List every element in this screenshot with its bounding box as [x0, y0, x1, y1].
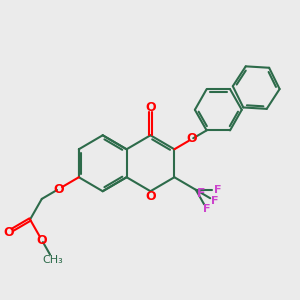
Text: O: O: [145, 190, 156, 203]
Text: CH₃: CH₃: [43, 255, 63, 265]
Text: O: O: [53, 183, 64, 196]
Text: F: F: [197, 187, 206, 200]
Text: F: F: [203, 204, 210, 214]
Text: O: O: [37, 234, 47, 247]
Text: O: O: [3, 226, 14, 239]
Text: O: O: [187, 133, 197, 146]
Text: O: O: [145, 101, 156, 114]
Text: F: F: [214, 185, 221, 195]
Text: F: F: [211, 196, 218, 206]
